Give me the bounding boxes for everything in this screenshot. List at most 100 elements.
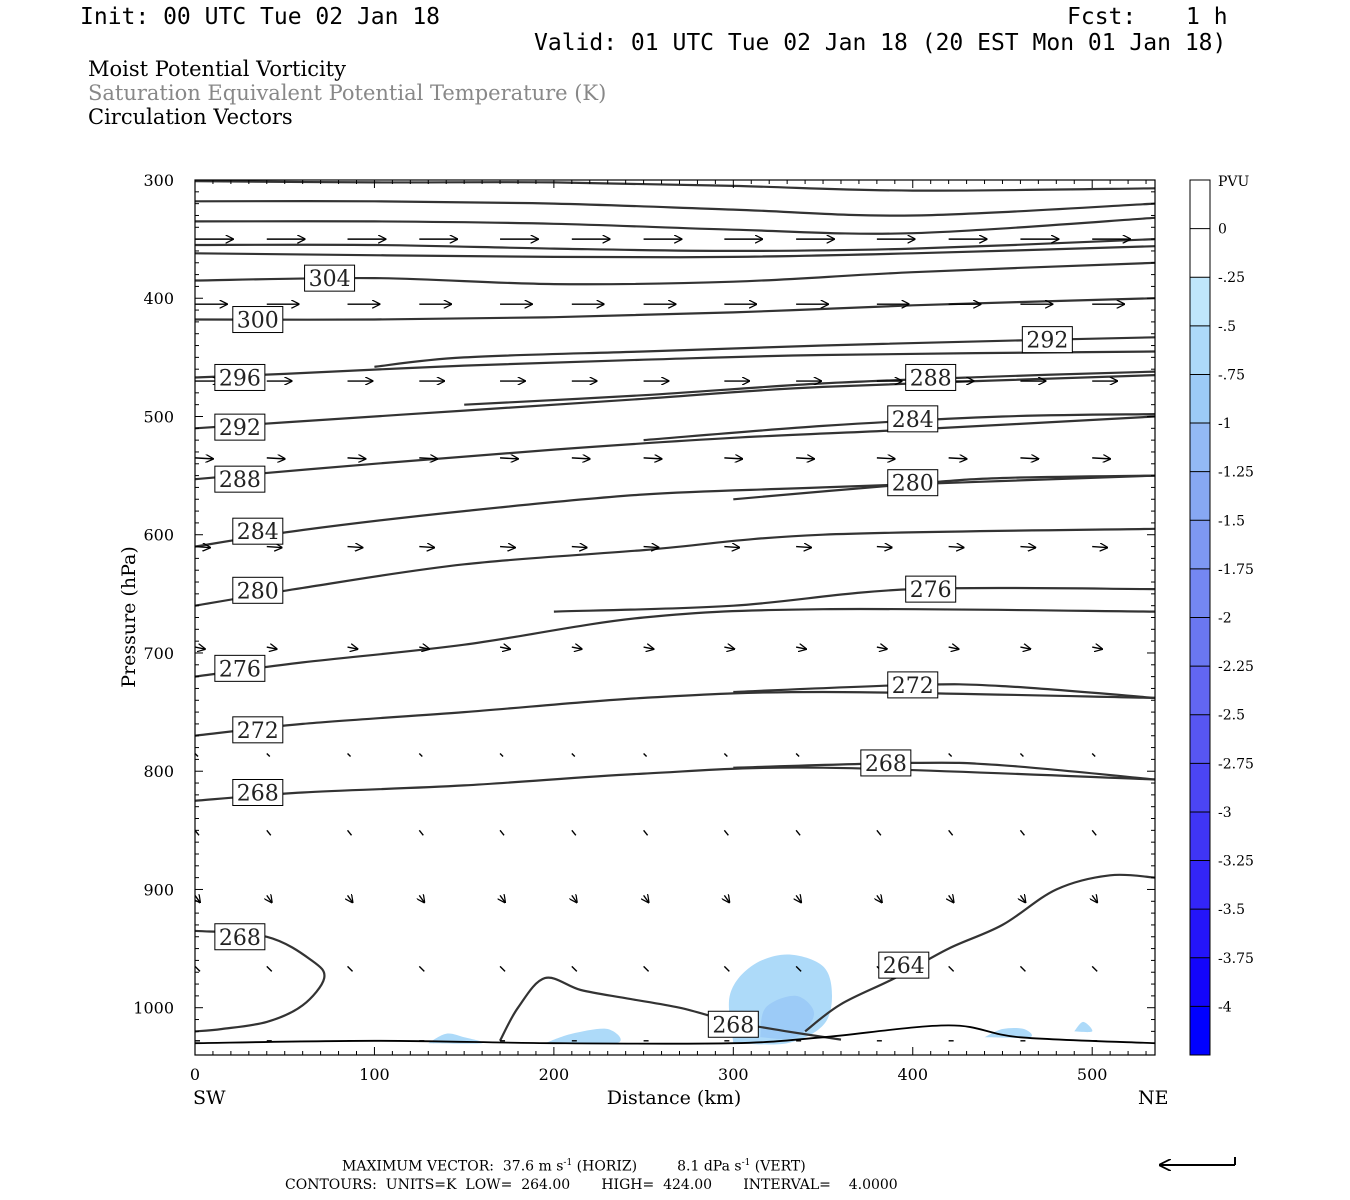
circulation-vector xyxy=(266,965,273,972)
circulation-vector xyxy=(876,547,892,548)
circulation-vector xyxy=(644,895,649,902)
contour-label: 268 xyxy=(707,1010,759,1038)
contour-label-text: 280 xyxy=(892,472,934,497)
x-tick-label: 0 xyxy=(190,1065,200,1084)
circulation-vector xyxy=(500,547,515,548)
colorbar-tick-label: -1.5 xyxy=(1218,513,1245,529)
circulation-vector xyxy=(1019,965,1026,972)
circulation-vector xyxy=(347,458,366,459)
colorbar-swatch xyxy=(1190,277,1210,327)
circulation-vector xyxy=(571,965,578,972)
contour-label-text: 272 xyxy=(892,674,934,699)
circulation-vector xyxy=(418,829,424,836)
theta-es-contour xyxy=(195,929,326,1033)
contour-label-text: 268 xyxy=(865,752,907,777)
contour-label-box xyxy=(232,716,284,744)
valid-time: Valid: 01 UTC Tue 02 Jan 18 (20 EST Mon … xyxy=(534,30,1227,56)
contour-label: 280 xyxy=(887,469,939,497)
ground-line xyxy=(195,1024,1155,1045)
colorbar-tick-label: -3.75 xyxy=(1218,951,1254,967)
colorbar-swatch xyxy=(1190,423,1210,473)
contour-label-box xyxy=(232,517,284,545)
circulation-vector xyxy=(500,458,518,459)
circulation-vector xyxy=(347,965,354,972)
circulation-vector xyxy=(876,829,882,836)
circulation-vector xyxy=(195,829,200,836)
colorbar-tick-label: -1 xyxy=(1218,416,1232,432)
theta-es-contour xyxy=(195,297,1155,321)
x-tick-label: 400 xyxy=(897,1065,928,1084)
contour-label-box xyxy=(214,923,266,951)
max-vector-note: MAXIMUM VECTOR: 37.6 m s-1 (HORIZ) 8.1 d… xyxy=(342,1158,806,1175)
contour-label: 268 xyxy=(860,749,912,777)
y-tick-label: 1000 xyxy=(133,999,174,1018)
circulation-vector xyxy=(948,647,959,649)
mpv-shade-region xyxy=(544,1028,621,1045)
x-tick-label: 300 xyxy=(718,1065,749,1084)
theta-es-contour xyxy=(195,527,1155,607)
contour-label-box xyxy=(232,576,284,604)
circulation-vector xyxy=(724,647,734,649)
theta-es-contour xyxy=(195,261,1155,286)
colorbar-tick-label: -.5 xyxy=(1218,319,1236,335)
circulation-vector xyxy=(571,547,587,548)
circulation-vector xyxy=(499,829,505,836)
contour-info: CONTOURS: UNITS=K LOW= 264.00 HIGH= 424.… xyxy=(285,1177,898,1193)
contour-label: 288 xyxy=(905,363,957,391)
circulation-vector xyxy=(877,895,882,902)
contour-label-text: 268 xyxy=(712,1013,754,1038)
contour-label-text: 284 xyxy=(237,520,279,545)
mpv-shade-region xyxy=(984,1027,1033,1038)
theta-es-contour xyxy=(553,586,1155,613)
contour-label-box xyxy=(887,405,939,433)
circulation-vector xyxy=(418,752,423,757)
theta-es-contour xyxy=(464,370,1155,406)
contour-label-box xyxy=(878,951,930,979)
theta-es-contour xyxy=(499,976,842,1042)
contour-label: 296 xyxy=(214,363,266,391)
y-tick-label: 700 xyxy=(143,644,174,663)
circulation-vector xyxy=(795,647,806,649)
theta-es-contour xyxy=(195,474,1155,548)
y-tick-label: 600 xyxy=(143,526,174,545)
colorbar-swatch xyxy=(1190,666,1210,716)
circulation-vector xyxy=(346,829,353,836)
circulation-vector xyxy=(643,547,659,548)
circulation-vector xyxy=(948,752,953,757)
circulation-vector xyxy=(1020,647,1030,649)
colorbar-swatch xyxy=(1190,909,1210,959)
contour-label-text: 272 xyxy=(237,719,279,744)
contour-label: 304 xyxy=(304,264,356,292)
circulation-vector xyxy=(347,647,358,649)
circulation-vector xyxy=(499,752,504,757)
theta-es-contour xyxy=(195,238,1155,253)
contour-label: 292 xyxy=(214,413,266,441)
circulation-vector xyxy=(1020,547,1035,548)
contour-label: 276 xyxy=(214,654,266,682)
contour-label-text: 276 xyxy=(910,578,952,603)
circulation-vector xyxy=(1092,547,1107,548)
contour-label: 292 xyxy=(1021,326,1073,354)
colorbar-tick-label: -1.75 xyxy=(1218,562,1254,578)
circulation-vector xyxy=(1092,647,1102,649)
circulation-vector xyxy=(723,965,730,972)
circulation-vector xyxy=(1019,752,1024,757)
circulation-vector xyxy=(347,547,363,548)
circulation-vector xyxy=(572,895,577,902)
circulation-vector xyxy=(266,829,272,836)
contour-label-text: 304 xyxy=(309,267,351,292)
contour-label-text: 280 xyxy=(237,579,279,604)
contour-label-text: 288 xyxy=(219,468,261,493)
theta-es-contour xyxy=(195,374,1155,430)
field-title-theta: Saturation Equivalent Potential Temperat… xyxy=(88,81,607,105)
circulation-vector xyxy=(500,895,505,902)
reference-vector xyxy=(1160,1157,1236,1165)
contour-label: 272 xyxy=(232,716,284,744)
colorbar-swatch xyxy=(1190,617,1210,667)
circulation-vector xyxy=(796,895,801,902)
contour-label-box xyxy=(232,779,284,806)
circulation-vector xyxy=(1020,458,1038,459)
circulation-vector xyxy=(1092,895,1097,902)
contour-label-box xyxy=(1021,326,1073,354)
circulation-vector xyxy=(195,647,205,649)
